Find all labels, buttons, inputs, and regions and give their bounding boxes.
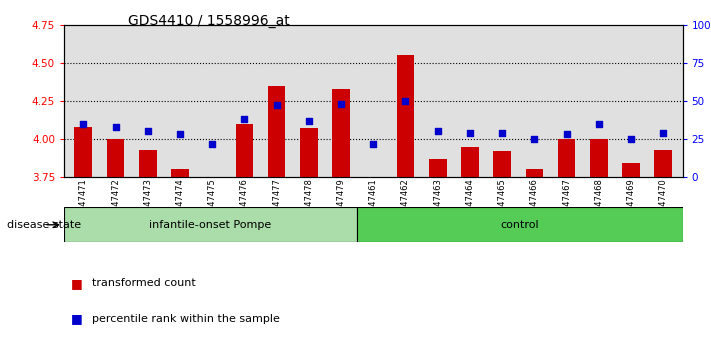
Point — [464, 130, 476, 136]
Bar — [525, 170, 543, 177]
Bar — [357, 207, 683, 242]
Point — [109, 124, 121, 130]
Point — [658, 130, 669, 136]
Point — [174, 132, 186, 137]
Text: disease state: disease state — [7, 220, 81, 230]
Bar — [654, 150, 672, 177]
Point — [142, 129, 154, 134]
Bar — [590, 139, 608, 177]
Bar — [557, 139, 575, 177]
Point — [626, 136, 637, 142]
Bar — [332, 89, 350, 177]
Point — [271, 103, 282, 108]
Bar — [139, 150, 156, 177]
Text: ■: ■ — [71, 277, 83, 290]
Bar — [203, 177, 221, 178]
Bar — [397, 55, 415, 177]
Bar — [75, 127, 92, 177]
Point — [368, 141, 379, 146]
Text: percentile rank within the sample: percentile rank within the sample — [92, 314, 280, 324]
Bar — [461, 147, 479, 177]
Bar — [268, 86, 286, 177]
Text: transformed count: transformed count — [92, 278, 196, 288]
Point — [77, 121, 89, 127]
Point — [496, 130, 508, 136]
Point — [561, 132, 572, 137]
Bar — [235, 124, 253, 177]
Bar — [429, 159, 447, 177]
Bar — [107, 139, 124, 177]
Point — [529, 136, 540, 142]
Point — [239, 116, 250, 122]
Text: GDS4410 / 1558996_at: GDS4410 / 1558996_at — [128, 14, 289, 28]
Point — [336, 101, 347, 107]
Bar — [171, 170, 189, 177]
Text: ■: ■ — [71, 312, 83, 325]
Point — [400, 98, 411, 104]
Bar — [493, 151, 511, 177]
Bar — [300, 128, 318, 177]
Text: infantile-onset Pompe: infantile-onset Pompe — [149, 220, 272, 230]
Point — [432, 129, 444, 134]
Text: control: control — [501, 220, 539, 230]
Bar — [64, 207, 357, 242]
Point — [303, 118, 314, 124]
Point — [206, 141, 218, 146]
Bar — [622, 163, 640, 177]
Point — [593, 121, 604, 127]
